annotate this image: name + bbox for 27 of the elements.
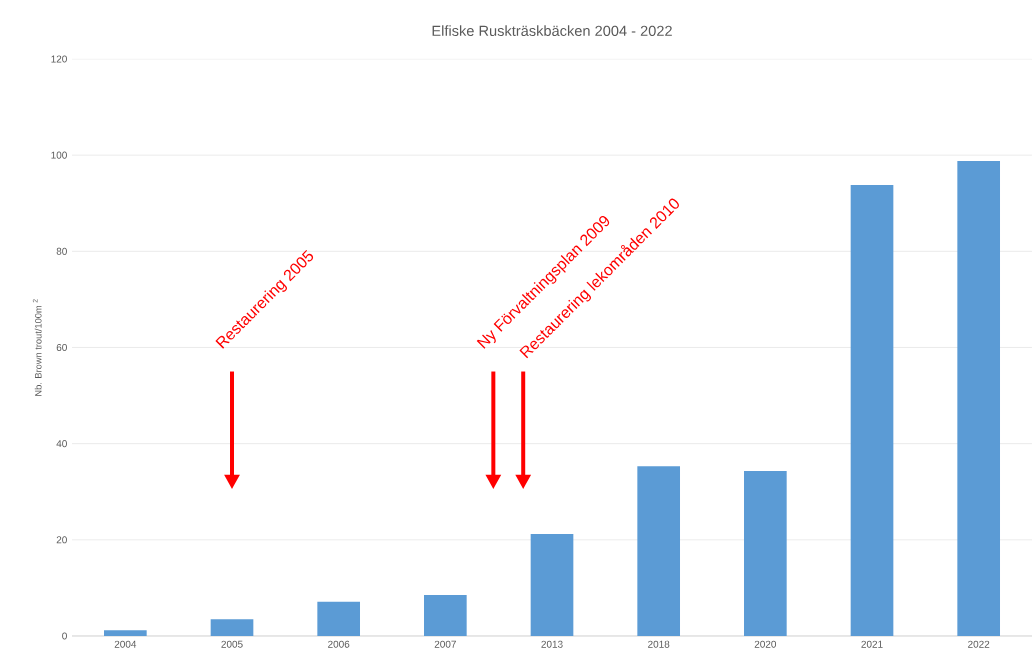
x-tick-label: 2022	[968, 640, 990, 648]
x-tick-label: 2007	[434, 640, 456, 648]
y-tick-label: 0	[62, 632, 67, 640]
x-tick-label: 2006	[328, 640, 350, 648]
bar	[210, 619, 254, 636]
bar	[424, 595, 467, 636]
x-tick-label: 2013	[541, 640, 563, 648]
x-tick-label: 2020	[754, 640, 777, 648]
bar	[104, 630, 147, 636]
bar	[317, 601, 361, 636]
chart-title: Elfiske Ruskträskbäcken 2004 - 2022	[432, 25, 672, 37]
y-tick-label: 80	[56, 247, 67, 255]
x-tick-label: 2005	[221, 640, 243, 648]
bar	[957, 160, 1001, 636]
x-tick-label: 2021	[861, 640, 883, 648]
x-tick-label: 2004	[114, 640, 137, 648]
y-tick-label: 60	[56, 343, 67, 352]
y-tick-label: 120	[51, 55, 67, 63]
x-tick-label: 2018	[648, 640, 670, 648]
y-tick-label: 100	[51, 151, 67, 159]
bar	[850, 184, 894, 636]
y-tick-label: 40	[56, 440, 67, 448]
y-tick-label: 20	[56, 536, 67, 544]
bar	[744, 471, 787, 636]
bar	[637, 466, 681, 636]
bar	[530, 534, 574, 636]
y-axis-title: Nb. Brown trout/100m $^{2}$	[32, 299, 42, 396]
